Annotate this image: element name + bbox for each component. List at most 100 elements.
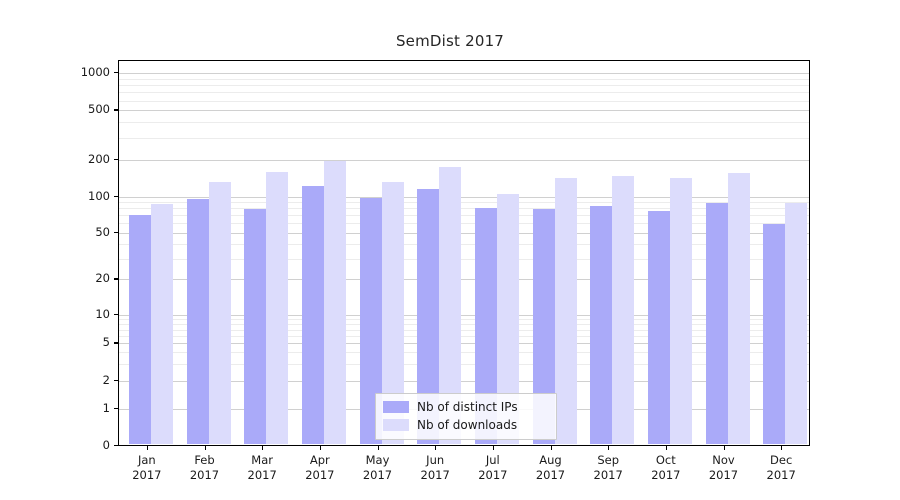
bar-distinct-ips bbox=[359, 198, 382, 444]
gridline-major bbox=[119, 279, 809, 281]
gridline-minor bbox=[119, 329, 809, 331]
x-axis-tick-label: Jan 2017 bbox=[114, 453, 180, 482]
gridline-minor bbox=[119, 319, 809, 321]
x-axis-tick-label: Jun 2017 bbox=[402, 453, 468, 482]
x-tick-year: 2017 bbox=[766, 467, 796, 482]
x-tick-month: Apr bbox=[309, 453, 330, 467]
x-tick-month: Jun bbox=[426, 453, 445, 467]
y-axis-tick-label: 50 bbox=[95, 224, 110, 239]
x-axis-tick-label: Oct 2017 bbox=[633, 453, 699, 482]
x-tick-year: 2017 bbox=[247, 467, 277, 482]
bar-distinct-ips bbox=[532, 209, 555, 444]
gridline-major bbox=[119, 197, 809, 198]
gridline-major bbox=[119, 380, 809, 382]
bar-distinct-ips bbox=[417, 188, 440, 444]
gridline-minor bbox=[119, 324, 809, 326]
y-axis-tick-mark bbox=[114, 72, 118, 74]
gridline-minor bbox=[119, 92, 809, 94]
x-tick-year: 2017 bbox=[708, 467, 739, 482]
y-axis-tick-mark bbox=[114, 379, 118, 381]
gridline-major bbox=[119, 232, 809, 234]
gridline-minor bbox=[119, 202, 809, 204]
bar-downloads bbox=[612, 175, 635, 444]
x-tick-month: Dec bbox=[770, 453, 793, 467]
x-tick-month: May bbox=[365, 453, 390, 467]
legend-label-downloads: Nb of downloads bbox=[417, 418, 518, 432]
bar-downloads bbox=[323, 161, 346, 444]
y-axis-tick-mark bbox=[114, 231, 118, 233]
bar-downloads bbox=[381, 181, 404, 444]
bar-downloads bbox=[554, 177, 577, 444]
gridline-major bbox=[119, 159, 809, 161]
gridline-major bbox=[119, 73, 809, 74]
y-axis-tick-mark bbox=[114, 196, 118, 198]
x-axis-tick-mark bbox=[723, 446, 725, 450]
x-axis-tick-label: Mar 2017 bbox=[229, 453, 295, 482]
gridline-minor bbox=[119, 243, 809, 245]
bar-downloads bbox=[669, 178, 692, 444]
y-axis-tick-mark bbox=[114, 408, 118, 410]
gridline-minor bbox=[119, 78, 809, 80]
x-tick-year: 2017 bbox=[362, 467, 393, 482]
y-axis-tick-label: 200 bbox=[88, 151, 110, 166]
gridline-minor bbox=[119, 85, 809, 87]
y-axis-tick-label: 500 bbox=[88, 102, 110, 117]
x-tick-month: Mar bbox=[251, 453, 273, 467]
bar-downloads bbox=[727, 173, 750, 444]
x-tick-year: 2017 bbox=[132, 467, 162, 482]
legend-swatch-downloads bbox=[383, 419, 409, 431]
y-axis-tick-label: 10 bbox=[95, 307, 110, 321]
bar-downloads bbox=[208, 181, 231, 444]
y-axis-tick-label: 2 bbox=[102, 372, 110, 387]
x-axis-tick-label: Apr 2017 bbox=[287, 453, 353, 482]
x-tick-year: 2017 bbox=[420, 467, 450, 482]
gridline-minor bbox=[119, 208, 809, 210]
legend-swatch-distinct-ips bbox=[383, 401, 409, 413]
x-axis-tick-mark bbox=[146, 446, 149, 450]
x-axis-tick-mark bbox=[492, 446, 495, 450]
bar-distinct-ips bbox=[128, 214, 151, 444]
x-tick-month: Sep bbox=[597, 453, 619, 467]
gridline-minor bbox=[119, 364, 809, 366]
x-tick-month: Nov bbox=[712, 453, 735, 467]
x-axis-tick-label: Feb 2017 bbox=[172, 453, 238, 482]
bar-downloads bbox=[496, 193, 519, 444]
y-axis-tick-label: 1 bbox=[102, 401, 110, 415]
bar-downloads bbox=[266, 172, 289, 444]
gridline-minor bbox=[119, 215, 809, 217]
bar-downloads bbox=[439, 167, 462, 444]
x-axis-tick-mark bbox=[665, 446, 668, 450]
y-axis-tick-label: 1000 bbox=[80, 65, 110, 79]
x-tick-month: Oct bbox=[655, 453, 676, 467]
x-tick-month: Feb bbox=[194, 453, 215, 467]
x-axis-tick-label: Aug 2017 bbox=[518, 453, 584, 482]
x-axis-tick-label: Nov 2017 bbox=[691, 453, 757, 482]
x-tick-month: Aug bbox=[539, 453, 562, 467]
y-axis-tick-mark bbox=[114, 158, 118, 160]
gridline-minor bbox=[119, 100, 809, 102]
x-axis-tick-label: Dec 2017 bbox=[748, 453, 814, 482]
x-axis-tick-mark bbox=[377, 446, 379, 450]
y-axis-tick-mark bbox=[114, 109, 118, 111]
gridline-major bbox=[119, 110, 809, 112]
x-axis-tick-mark bbox=[435, 446, 437, 450]
y-axis-tick-label: 20 bbox=[95, 271, 110, 286]
plot-area bbox=[118, 60, 810, 446]
x-tick-year: 2017 bbox=[478, 467, 508, 482]
y-axis-tick-mark bbox=[114, 342, 118, 344]
x-tick-year: 2017 bbox=[593, 467, 623, 482]
bar-distinct-ips bbox=[647, 211, 670, 444]
y-axis-tick-label: 5 bbox=[102, 335, 110, 350]
x-tick-year: 2017 bbox=[305, 467, 335, 482]
x-axis-tick-mark bbox=[319, 446, 322, 450]
gridline-minor bbox=[119, 122, 809, 124]
gridline-major bbox=[119, 343, 809, 345]
y-axis-tick-mark bbox=[114, 278, 118, 280]
bar-distinct-ips bbox=[474, 207, 497, 444]
x-axis-tick-mark bbox=[550, 446, 552, 450]
legend-item-distinct-ips: Nb of distinct IPs bbox=[383, 398, 549, 416]
bar-distinct-ips bbox=[705, 203, 728, 444]
x-tick-year: 2017 bbox=[535, 467, 566, 482]
x-axis-tick-label: Jul 2017 bbox=[460, 453, 526, 482]
